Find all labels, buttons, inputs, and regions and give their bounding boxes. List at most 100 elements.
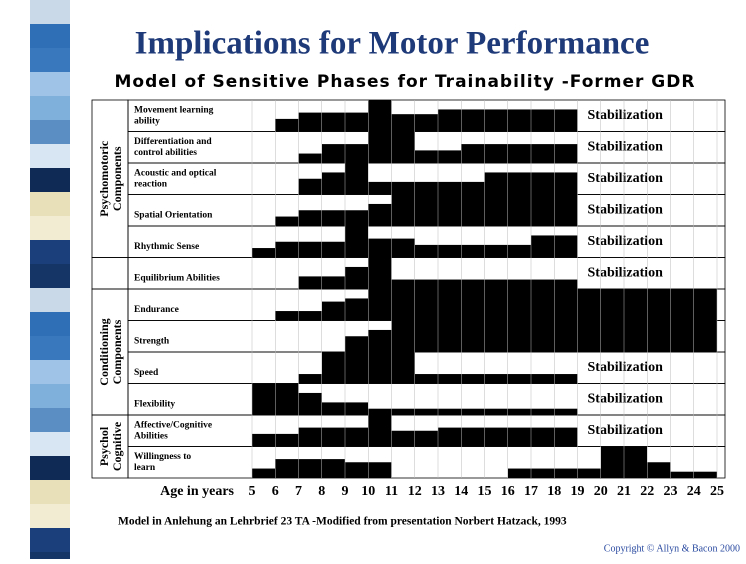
age-label: 14	[454, 484, 468, 499]
stripe-block	[30, 288, 70, 312]
phase-band	[368, 257, 392, 289]
stripe-block	[30, 144, 70, 168]
phase-band	[275, 241, 345, 258]
stripe-block	[30, 504, 70, 528]
phase-band	[461, 144, 578, 163]
phase-band	[298, 374, 322, 384]
phase-band	[321, 172, 345, 195]
stabilization-label: Stabilization	[588, 360, 664, 375]
stripe-block	[30, 192, 70, 216]
stripe-block	[30, 336, 70, 360]
stripe-block	[30, 216, 70, 240]
group-label: Conditioning	[97, 318, 111, 385]
stripe-block	[30, 408, 70, 432]
age-label: 9	[342, 484, 349, 499]
row-label: Affective/Cognitive	[134, 420, 212, 430]
copyright: Copyright © Allyn & Bacon 2000	[604, 543, 740, 554]
phase-band	[368, 329, 392, 352]
group-frame	[91, 414, 129, 479]
phase-band	[275, 216, 299, 226]
stripe-block	[30, 384, 70, 408]
phase-band	[252, 248, 276, 258]
phase-band	[345, 266, 369, 289]
row-label: Speed	[134, 368, 159, 378]
age-label: 5	[249, 484, 256, 499]
phase-band	[298, 153, 322, 163]
row-label: Spatial Orientation	[134, 210, 213, 220]
stripe-block	[30, 312, 70, 336]
row-label: Movement learning	[134, 105, 214, 115]
age-label: 11	[385, 484, 398, 499]
age-label: 19	[571, 484, 585, 499]
phase-band	[275, 118, 299, 132]
phase-band	[368, 408, 578, 415]
phase-band	[298, 427, 369, 447]
age-label: 15	[478, 484, 492, 499]
stabilization-label: Stabilization	[588, 265, 664, 280]
group-label: Components	[110, 319, 124, 384]
phase-band	[345, 336, 369, 352]
phase-band	[298, 178, 322, 195]
row-label: Strength	[134, 336, 170, 346]
age-label: 25	[710, 484, 724, 499]
age-label: 8	[318, 484, 325, 499]
phase-band	[298, 210, 369, 226]
row-label: reaction	[134, 179, 168, 189]
phase-band	[368, 100, 392, 132]
stripe-block	[30, 168, 70, 192]
phase-band	[345, 298, 369, 321]
phase-band	[368, 181, 485, 195]
stripe-block	[30, 24, 70, 48]
slide-title: Implications for Motor Performance	[135, 26, 650, 62]
age-label: 18	[547, 484, 561, 499]
row-label: Endurance	[134, 305, 179, 315]
phase-band	[298, 392, 322, 415]
stripe-block	[30, 120, 70, 144]
phase-band	[275, 459, 345, 478]
row-label: control abilities	[134, 148, 197, 158]
group-label: Components	[110, 146, 124, 211]
age-label: 10	[361, 484, 375, 499]
stripe-block	[30, 0, 70, 24]
group-frame	[91, 257, 129, 290]
group-label: Psychol	[97, 426, 111, 466]
row-label: Willingness to	[134, 452, 191, 462]
stripe-block	[30, 264, 70, 288]
row-label: Acoustic and optical	[134, 168, 217, 178]
row-label: Flexibility	[134, 399, 175, 409]
phase-band	[252, 468, 276, 478]
stabilization-label: Stabilization	[588, 202, 664, 217]
stabilization-label: Stabilization	[588, 171, 664, 186]
stripe-block	[30, 72, 70, 96]
age-label: 7	[295, 484, 302, 499]
phase-band	[368, 203, 392, 226]
stripe-block	[30, 96, 70, 120]
age-label: 23	[664, 484, 678, 499]
stripe-block	[30, 240, 70, 264]
age-label: 17	[524, 484, 538, 499]
age-label: 16	[501, 484, 515, 499]
footnote: Model in Anlehung an Lehrbrief 23 TA -Mo…	[118, 516, 567, 528]
stripe-block	[30, 456, 70, 480]
row-label: Rhythmic Sense	[134, 242, 199, 252]
phase-band	[368, 289, 717, 321]
age-label: 22	[640, 484, 654, 499]
age-label: 21	[617, 484, 631, 499]
age-label: 12	[408, 484, 422, 499]
stripe-block	[30, 48, 70, 72]
age-label: 24	[687, 484, 701, 499]
stripe-block	[30, 552, 70, 564]
axis-label: Age in years	[160, 484, 234, 499]
stripe-block	[30, 360, 70, 384]
row-label: ability	[134, 116, 160, 126]
stabilization-label: Stabilization	[588, 139, 664, 154]
stabilization-label: Stabilization	[588, 423, 664, 438]
stabilization-label: Stabilization	[588, 391, 664, 406]
phase-band	[345, 226, 369, 258]
stripe-block	[30, 528, 70, 552]
age-label: 6	[272, 484, 279, 499]
stripe-block	[30, 432, 70, 456]
phase-band	[414, 244, 531, 258]
